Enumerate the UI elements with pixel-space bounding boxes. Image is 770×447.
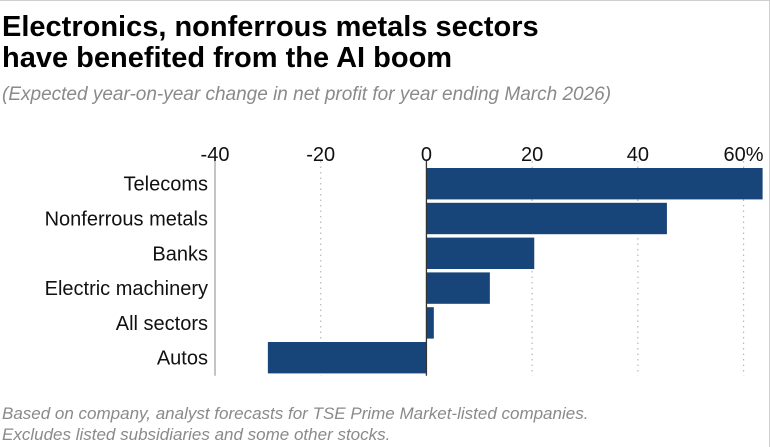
- footnote-line-1: Based on company, analyst forecasts for …: [2, 404, 589, 423]
- category-label: Telecoms: [124, 174, 208, 196]
- x-tick-label: 40: [627, 144, 649, 166]
- bars: [267, 168, 763, 374]
- bar: [426, 272, 490, 304]
- x-tick-label: 20: [521, 144, 543, 166]
- chart-subtitle: (Expected year-on-year change in net pro…: [2, 84, 612, 105]
- x-axis-ticks: -40 -20 0 20 40 60%: [201, 144, 764, 166]
- bar: [426, 168, 763, 200]
- x-tick-label: 0: [421, 144, 432, 166]
- chart-title-line-2: have benefited from the AI boom: [2, 42, 453, 74]
- bar: [426, 237, 535, 269]
- bar: [267, 342, 427, 374]
- bar: [426, 307, 434, 339]
- category-label: Electric machinery: [45, 278, 208, 300]
- x-tick-label: -40: [201, 144, 230, 166]
- footnote-line-2: Excludes listed subsidiaries and some ot…: [2, 425, 391, 444]
- footnote: Based on company, analyst forecasts for …: [2, 403, 770, 445]
- x-tick-label: 60%: [724, 144, 764, 166]
- chart-title: Electronics, nonferrous metals sectors h…: [2, 12, 762, 74]
- category-label: Autos: [157, 348, 208, 370]
- x-tick-label: -20: [306, 144, 335, 166]
- bar: [426, 202, 667, 235]
- category-label: Banks: [152, 243, 208, 265]
- category-label: Nonferrous metals: [45, 209, 208, 231]
- category-labels: Telecoms Nonferrous metals Banks Electric m…: [45, 174, 208, 370]
- category-label: All sectors: [116, 313, 208, 335]
- chart-title-line-1: Electronics, nonferrous metals sectors: [2, 11, 539, 43]
